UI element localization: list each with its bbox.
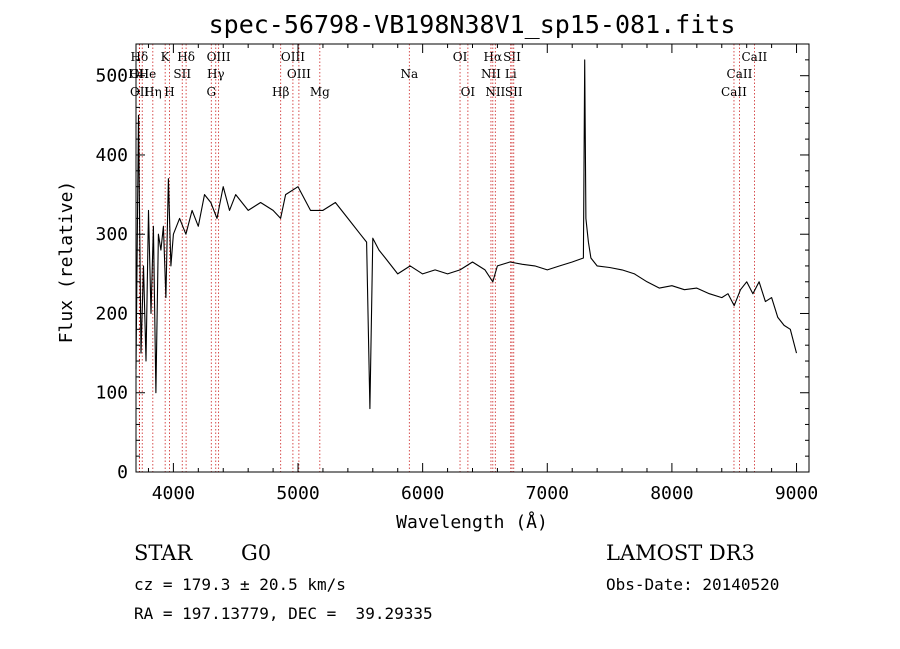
line-marker-label: Hγ [207, 67, 225, 81]
x-tick-label: 4000 [152, 483, 195, 504]
y-tick-label: 300 [95, 224, 128, 245]
line-marker-label: CaII [741, 50, 767, 64]
y-tick-label: 100 [95, 383, 128, 404]
object-class: STAR [134, 541, 193, 565]
spectrum-series-line [135, 59, 798, 410]
line-marker-label: Hδ [131, 50, 149, 64]
x-axis-label: Wavelength (Å) [396, 511, 548, 533]
y-tick-label: 200 [95, 303, 128, 324]
line-marker-label: Hα [484, 50, 503, 64]
line-marker-label: OIII [207, 50, 231, 64]
y-tick-label: 400 [95, 145, 128, 166]
line-marker-label: G [206, 85, 216, 99]
x-tick-label: 6000 [401, 483, 444, 504]
x-tick-label: 8000 [650, 483, 693, 504]
line-marker-label: SII [503, 50, 521, 64]
line-marker-label: SII [505, 85, 523, 99]
coordinates: RA = 197.13779, DEC = 39.29335 [134, 604, 433, 623]
line-marker-label: OI [461, 85, 476, 99]
line-marker-label: Na [400, 67, 418, 81]
line-marker-label: OII [130, 67, 150, 81]
line-marker-label: OI [453, 50, 468, 64]
object-subclass: G0 [241, 541, 272, 565]
line-marker-label: Li [505, 67, 517, 81]
line-marker-label: Hδ [177, 50, 195, 64]
y-tick-label: 500 [95, 66, 128, 87]
line-marker-label: OIII [281, 50, 305, 64]
line-marker-label: Hβ [272, 85, 289, 99]
x-tick-label: 9000 [775, 483, 818, 504]
y-axis-label: Flux (relative) [56, 181, 77, 344]
line-marker-label: NII [481, 67, 501, 81]
y-axis: 0 100 200 300 400 500 [95, 43, 809, 483]
plot-frame [135, 43, 810, 473]
survey-name: LAMOST DR3 [606, 541, 755, 565]
x-tick-label: 7000 [526, 483, 569, 504]
redshift-velocity: cz = 179.3 ± 20.5 km/s [134, 575, 346, 594]
y-tick-label: 0 [117, 462, 128, 483]
x-axis: 4000 5000 6000 7000 8000 9000 [147, 44, 818, 504]
line-marker-label: CaII [721, 85, 747, 99]
line-marker-label: SII [173, 67, 191, 81]
line-marker-label: NII [485, 85, 505, 99]
line-marker-label: Hη [144, 85, 162, 99]
observation-date: Obs-Date: 20140520 [606, 575, 780, 594]
line-marker-label: K [161, 50, 171, 64]
x-tick-label: 5000 [276, 483, 319, 504]
line-marker-label: H [164, 85, 174, 99]
line-marker-label: CaII [727, 67, 753, 81]
chart-title: spec-56798-VB198N38V1_sp15-081.fits [209, 10, 736, 39]
line-marker-label: Mg [310, 85, 330, 99]
line-marker-label: OIII [287, 67, 311, 81]
line-marker-label: HHe [128, 67, 156, 81]
